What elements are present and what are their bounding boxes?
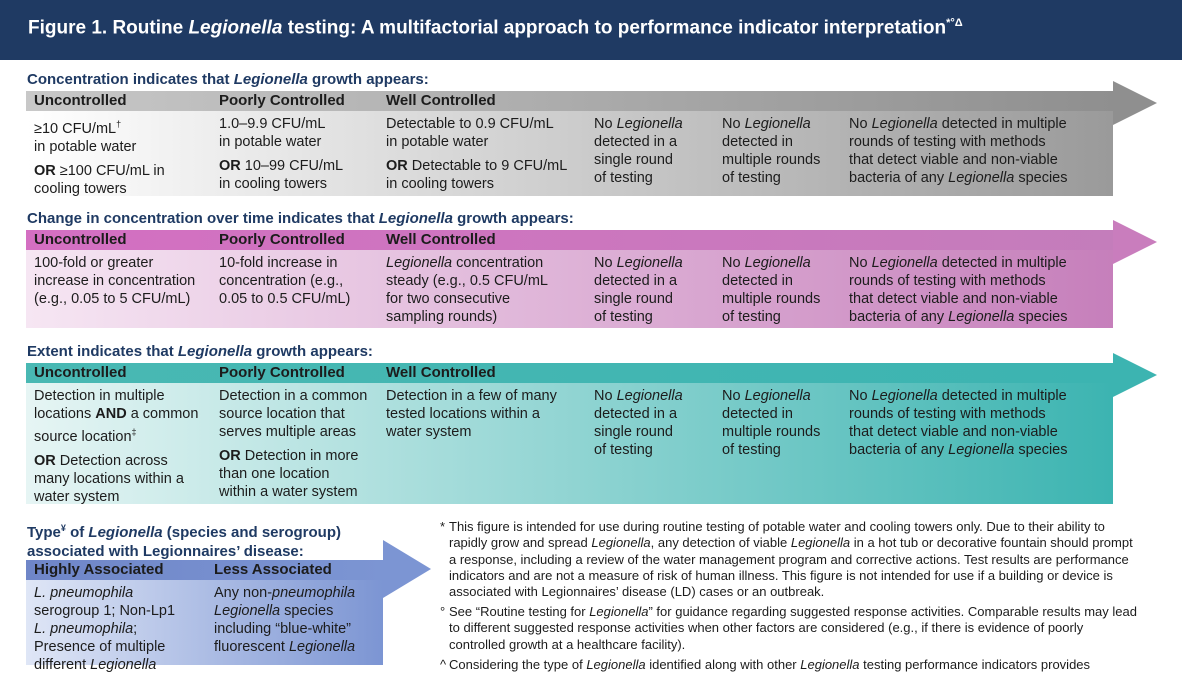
col-well-controlled: Well Controlled [386,231,496,248]
cell-multiple-rounds: No Legionella detected in multiple rounds o… [722,255,821,325]
type-body: L. pneumophila serogroup 1; Non-Lp1 L. pne… [26,580,383,673]
extent-body: Detection in multiple locations AND a com… [26,383,1113,505]
cell-no-detection: No Legionella detected in multiple rounds… [849,388,1068,458]
extent-header-bar [26,363,1113,383]
arrow-right-icon [383,540,431,598]
cell-no-detection: No Legionella detected in multiple rounds… [849,255,1068,325]
col-poorly-controlled: Poorly Controlled [219,92,345,109]
change-section-title: Change in concentration over time indica… [27,210,574,227]
cell-single-round: No Legionella detected in a single round of… [594,388,683,458]
col-well-controlled: Well Controlled [386,364,496,381]
cell-uncontrolled: 100-fold or greater increase in concentra… [34,255,196,307]
concentration-header-bar [26,91,1113,111]
type-section-title: Type¥ of Legionella (species and serogro… [27,523,341,560]
cell-less-associated: Any non-pneumophila Legionella species inc… [214,585,356,655]
cell-no-detection: No Legionella detected in multiple rounds… [849,116,1068,186]
col-highly-associated: Highly Associated [34,561,164,578]
col-poorly-controlled: Poorly Controlled [219,364,345,381]
concentration-panel: Uncontrolled Poorly Controlled Well Cont… [26,81,1157,197]
cell-single-round: No Legionella detected in a single round of… [594,116,683,186]
cell-poorly-controlled: Detection in a common source location tha… [219,388,368,500]
col-uncontrolled: Uncontrolled [34,364,127,381]
arrow-right-icon [1113,220,1157,264]
cell-poorly-controlled: 10-fold increase in concentration (e.g., 0… [219,255,351,307]
cell-single-round: No Legionella detected in a single round of… [594,255,683,325]
cell-multiple-rounds: No Legionella detected in multiple rounds o… [722,116,821,186]
cell-highly-associated: L. pneumophila serogroup 1; Non-Lp1 L. pne… [34,585,176,673]
cell-well-controlled: Legionella concentration steady (e.g., 0.… [386,255,548,325]
type-panel: Highly Associated Less Associated L. pne… [26,540,431,673]
arrow-right-icon [1113,81,1157,125]
footnote-2: ° See “Routine testing for Legionella” f… [440,604,1137,652]
cell-multiple-rounds: No Legionella detected in multiple rounds o… [722,388,821,458]
extent-section-title: Extent indicates that Legionella growth … [27,343,373,360]
type-header-bar [26,560,383,580]
col-uncontrolled: Uncontrolled [34,92,127,109]
extent-panel: Uncontrolled Poorly Controlled Well Cont… [26,353,1157,505]
footnote-3: ^ Considering the type of Legionella ide… [440,657,1091,672]
cell-uncontrolled: Detection in multiple locations AND a com… [34,388,199,505]
concentration-section-title: Concentration indicates that Legionella … [27,71,429,88]
figure-header: Figure 1. Routine Legionella testing: A … [0,0,1182,60]
cell-poorly-controlled: 1.0–9.9 CFU/mL in potable water OR 10–99 … [219,116,344,192]
col-well-controlled: Well Controlled [386,92,496,109]
change-panel: Uncontrolled Poorly Controlled Well Cont… [26,220,1157,328]
concentration-body: ≥10 CFU/mL† in potable water OR ≥100 CFU/… [26,111,1113,197]
change-header-bar [26,230,1113,250]
cell-uncontrolled: ≥10 CFU/mL† in potable water OR ≥100 CFU/… [34,119,165,197]
col-uncontrolled: Uncontrolled [34,231,127,248]
figure-title: Figure 1. Routine Legionella testing: A … [28,17,963,39]
arrow-right-icon [1113,353,1157,397]
cell-well-controlled: Detectable to 0.9 CFU/mL in potable water… [386,116,568,192]
change-body: 100-fold or greater increase in concentra… [26,250,1113,328]
col-poorly-controlled: Poorly Controlled [219,231,345,248]
footnote-1: * This figure is intended for use during… [440,519,1133,600]
cell-well-controlled: Detection in a few of many tested locatio… [386,388,557,440]
col-less-associated: Less Associated [214,561,332,578]
